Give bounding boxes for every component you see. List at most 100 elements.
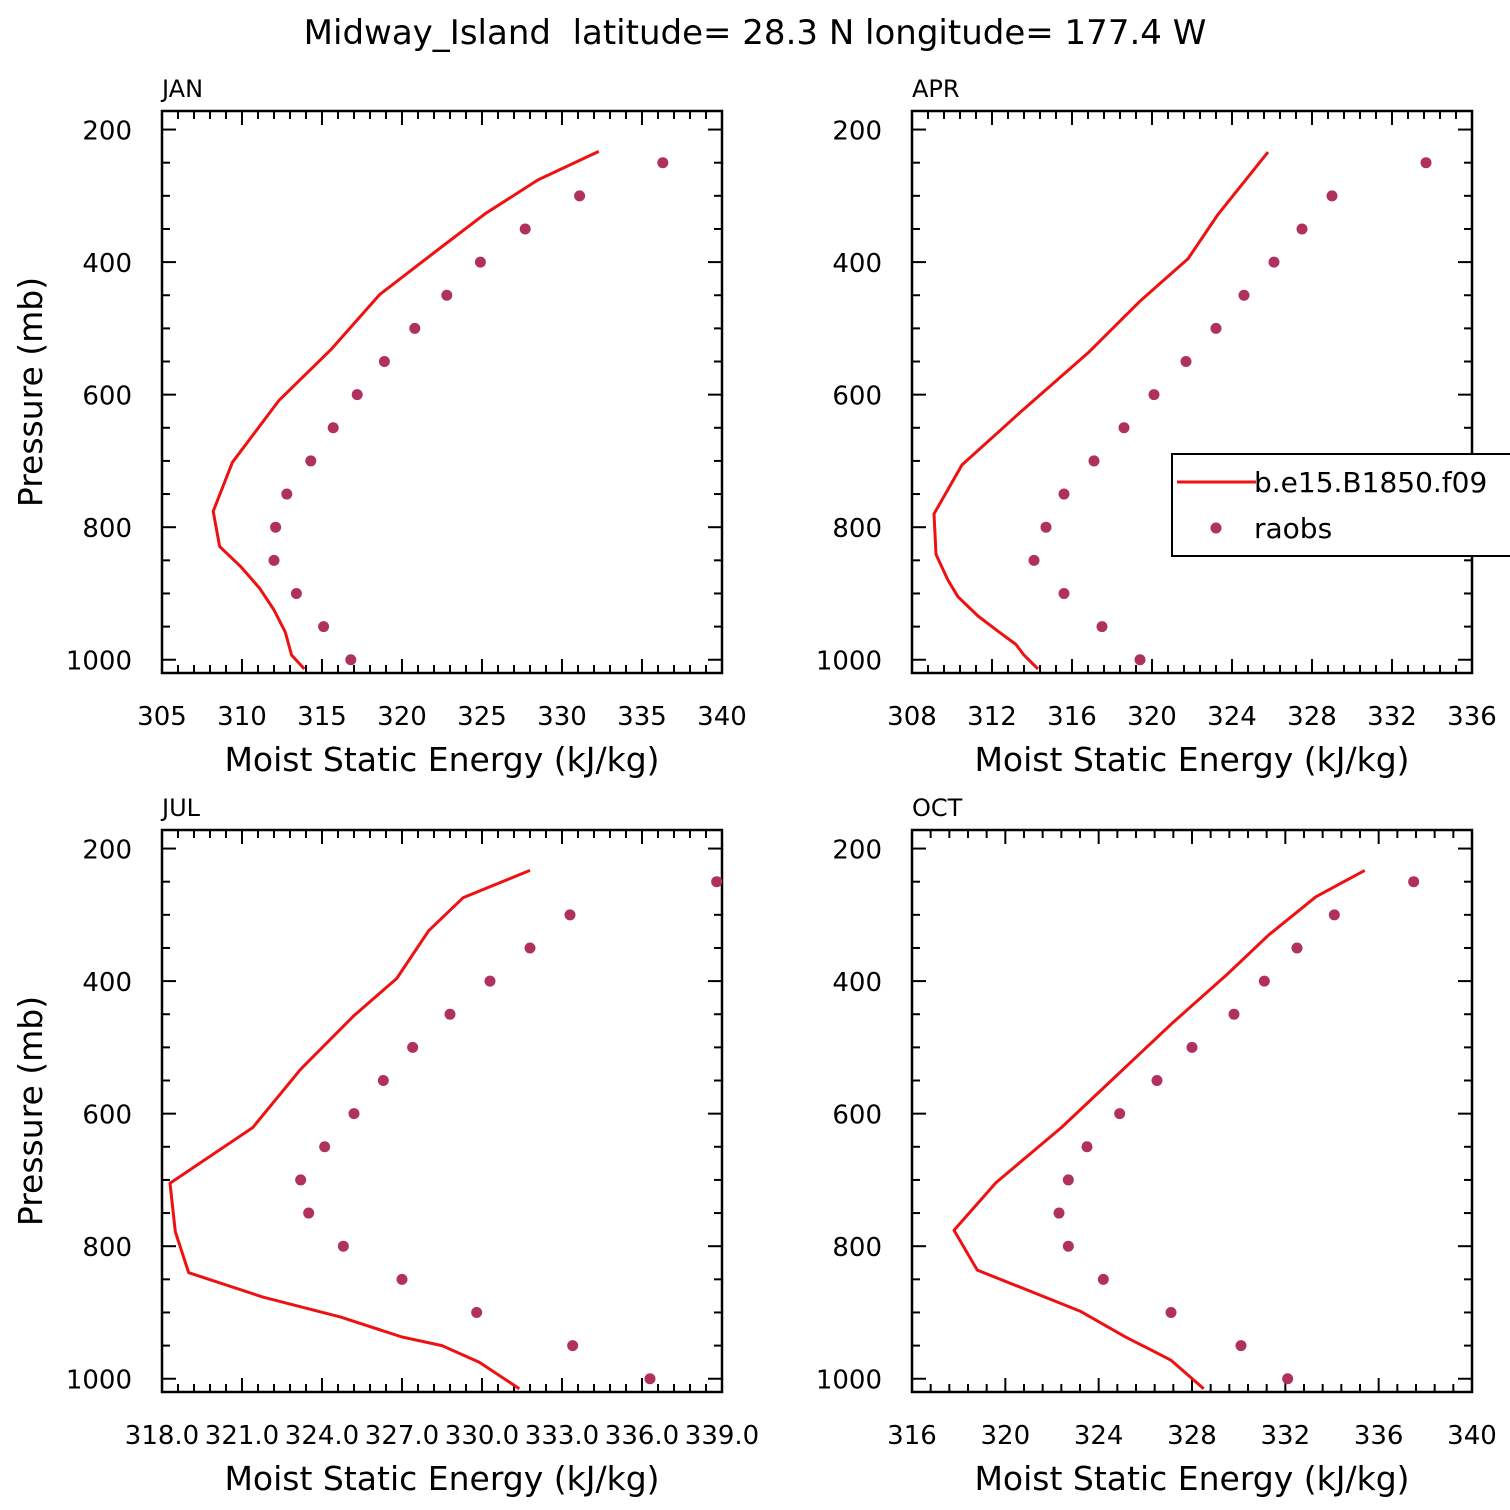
x-tick-label: 335	[617, 702, 667, 732]
panel-label: JUL	[160, 794, 201, 822]
raobs-point	[318, 621, 330, 633]
plot-frame	[910, 828, 1474, 1394]
raobs-point	[1114, 1108, 1126, 1120]
x-tick-label: 324	[1074, 1421, 1124, 1451]
raobs-point	[407, 1041, 419, 1053]
y-tick-label: 1000	[66, 647, 132, 677]
raobs-point	[519, 223, 531, 235]
raobs-point	[564, 909, 576, 921]
y-tick-label: 200	[82, 836, 132, 866]
legend: b.e15.B1850.f09 raobs	[1171, 453, 1510, 557]
y-tick-label: 1000	[816, 647, 882, 677]
x-tick-label: 336	[1447, 702, 1497, 732]
raobs-point	[1228, 1008, 1240, 1020]
x-axis-label: Moist Static Energy (kJ/kg)	[974, 1459, 1409, 1498]
x-tick-label: 333.0	[525, 1421, 599, 1451]
raobs-point	[1058, 488, 1070, 500]
y-tick-label: 200	[832, 117, 882, 147]
y-tick-label: 400	[832, 968, 882, 998]
x-tick-label: 320	[377, 702, 427, 732]
raobs-point	[711, 876, 723, 888]
raobs-point	[1058, 587, 1070, 599]
y-tick-label: 600	[82, 1101, 132, 1131]
raobs-point	[1081, 1141, 1093, 1153]
x-tick-label: 328	[1167, 1421, 1217, 1451]
x-axis-label: Moist Static Energy (kJ/kg)	[974, 740, 1409, 779]
legend-marker-swatch	[1210, 522, 1222, 534]
figure-title: Midway_Island latitude= 28.3 N longitude…	[304, 13, 1207, 53]
x-tick-label: 340	[697, 702, 747, 732]
x-tick-label: 324	[1207, 702, 1257, 732]
y-tick-label: 400	[82, 249, 132, 279]
x-tick-label: 320	[981, 1421, 1031, 1451]
raobs-point	[378, 356, 390, 368]
raobs-point	[1134, 654, 1146, 666]
x-tick-label: 312	[967, 702, 1017, 732]
raobs-point	[1062, 1240, 1074, 1252]
raobs-point	[303, 1207, 315, 1219]
raobs-point	[1096, 621, 1108, 633]
raobs-point	[444, 1008, 456, 1020]
x-tick-label: 305	[137, 702, 187, 732]
raobs-point	[1268, 256, 1280, 268]
y-tick-label: 800	[832, 514, 882, 544]
raobs-point	[1097, 1273, 1109, 1285]
raobs-point	[1296, 223, 1308, 235]
y-tick-label: 1000	[816, 1366, 882, 1396]
x-tick-label: 310	[217, 702, 267, 732]
x-tick-label: 320	[1127, 702, 1177, 732]
x-axis-label: Moist Static Energy (kJ/kg)	[224, 1459, 659, 1498]
x-tick-label: 328	[1287, 702, 1337, 732]
raobs-point	[1210, 322, 1222, 334]
y-tick-label: 600	[832, 382, 882, 412]
raobs-point	[1053, 1207, 1065, 1219]
raobs-point	[1180, 356, 1192, 368]
raobs-point	[471, 1306, 483, 1318]
model-line	[932, 151, 1270, 671]
raobs-point	[441, 289, 453, 301]
raobs-point	[305, 455, 317, 467]
raobs-point	[1258, 975, 1270, 987]
x-tick-label: 321.0	[205, 1421, 279, 1451]
x-axis-label: Moist Static Energy (kJ/kg)	[224, 740, 659, 779]
raobs-point	[1151, 1075, 1163, 1087]
y-tick-label: 600	[82, 382, 132, 412]
x-tick-label: 325	[457, 702, 507, 732]
raobs-point	[524, 942, 536, 954]
raobs-point	[409, 322, 421, 334]
raobs-point	[281, 488, 293, 500]
raobs-point	[1235, 1340, 1247, 1352]
x-tick-label: 315	[297, 702, 347, 732]
raobs-point	[396, 1273, 408, 1285]
raobs-point	[1028, 554, 1040, 566]
x-tick-label: 336	[1354, 1421, 1404, 1451]
y-tick-label: 200	[832, 836, 882, 866]
y-tick-label: 800	[82, 514, 132, 544]
raobs-point	[345, 654, 357, 666]
plot-frame	[160, 109, 724, 675]
raobs-point	[1118, 422, 1130, 434]
x-tick-label: 327.0	[365, 1421, 439, 1451]
x-tick-label: 332	[1367, 702, 1417, 732]
raobs-point	[268, 554, 280, 566]
plot-frame	[160, 828, 724, 1394]
raobs-point	[1328, 909, 1340, 921]
x-tick-label: 318.0	[125, 1421, 199, 1451]
raobs-point	[1088, 455, 1100, 467]
raobs-point	[1040, 521, 1052, 533]
raobs-point	[1291, 942, 1303, 954]
model-line	[168, 869, 531, 1390]
raobs-point	[290, 587, 302, 599]
raobs-point	[1420, 157, 1432, 169]
raobs-point	[377, 1075, 389, 1087]
raobs-point	[1326, 190, 1338, 202]
raobs-point	[1238, 289, 1250, 301]
raobs-point	[337, 1240, 349, 1252]
raobs-point	[657, 157, 669, 169]
x-tick-label: 324.0	[285, 1421, 359, 1451]
raobs-point	[567, 1340, 579, 1352]
